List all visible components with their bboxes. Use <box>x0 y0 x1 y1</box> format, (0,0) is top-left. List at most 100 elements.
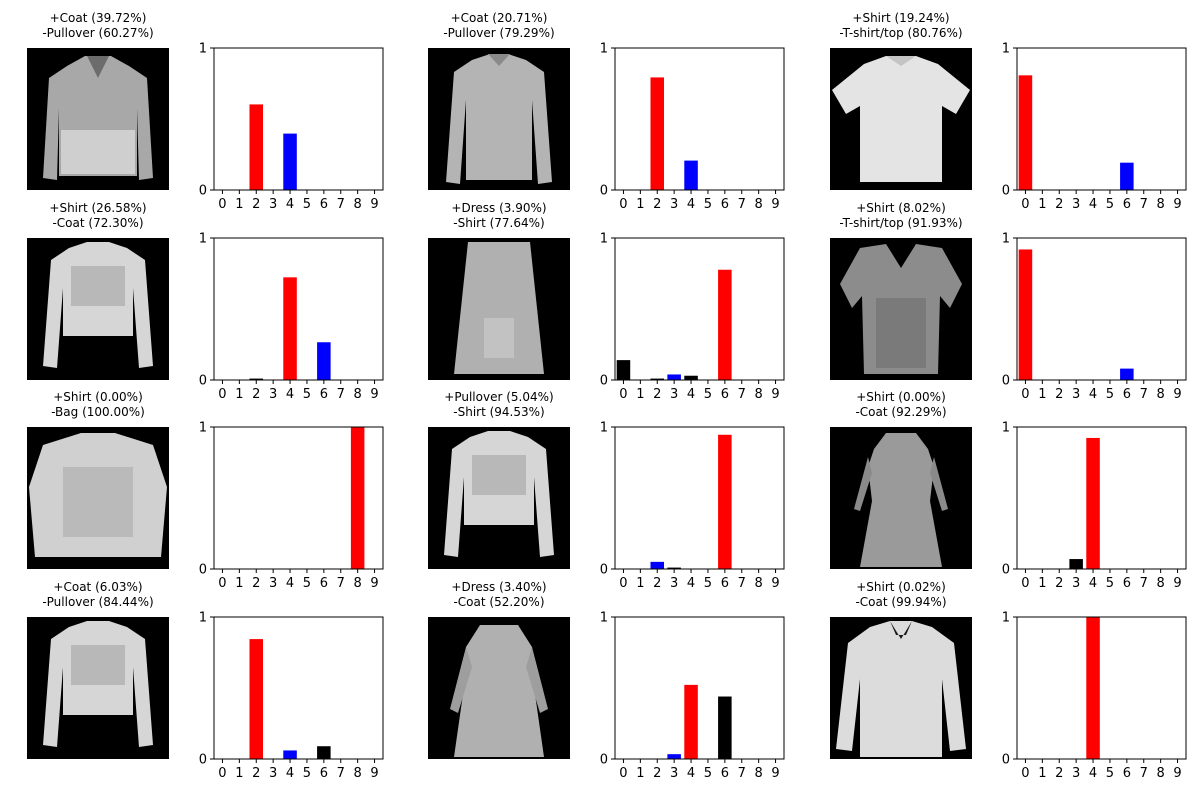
panel-6: +Shirt (0.00%) -Bag (100.00%) 0 1 0 1 2 3 4 5 6 7 8 9 <box>0 379 401 591</box>
x-tick-label: 6 <box>1123 576 1131 591</box>
x-tick-label: 8 <box>354 197 362 212</box>
panel-caption: +Shirt (0.02%) -Coat (99.94%) <box>800 580 1002 610</box>
x-tick-label: 1 <box>1038 387 1046 402</box>
x-tick-label: 0 <box>1021 387 1029 402</box>
x-tick-label: 3 <box>269 197 277 212</box>
y-tick-label: 0 <box>1002 373 1010 388</box>
x-tick-label: 8 <box>755 766 763 781</box>
x-tick-label: 2 <box>252 197 260 212</box>
bar-class-3 <box>667 373 681 380</box>
x-tick-label: 2 <box>1055 576 1063 591</box>
garment-image <box>428 616 570 759</box>
caption-line-true-label: +Shirt (0.00%) <box>856 390 946 404</box>
probability-bar-chart: 010 1 2 3 4 5 6 7 8 9 <box>600 610 785 781</box>
x-tick-label: 9 <box>370 387 378 402</box>
bar-class-6 <box>718 269 732 380</box>
x-tick-label: 2 <box>252 576 260 591</box>
x-tick-label: 0 <box>619 387 627 402</box>
x-tick-label: 9 <box>1173 387 1181 402</box>
axes-frame <box>614 426 785 570</box>
x-tick-label: 4 <box>687 576 695 591</box>
axes-frame <box>614 616 785 759</box>
x-tick-label: 3 <box>1072 387 1080 402</box>
x-tick-label: 7 <box>337 387 345 402</box>
x-tick-label: 5 <box>303 197 311 212</box>
x-tick-label: 5 <box>704 197 712 212</box>
y-tick-label: 1 <box>1002 610 1010 625</box>
x-tick-label: 8 <box>755 387 763 402</box>
garment-silhouette <box>450 624 548 757</box>
garment-silhouette <box>43 620 153 747</box>
garment-image <box>428 427 570 569</box>
caption-line-predicted-label: -Shirt (94.53%) <box>453 405 545 419</box>
caption-line-predicted-label: -Coat (52.20%) <box>453 594 545 609</box>
caption-line-predicted-label: -Pullover (79.29%) <box>443 26 555 40</box>
axes-frame <box>1016 426 1187 570</box>
x-tick-label: 9 <box>1173 766 1181 781</box>
bar-class-6 <box>718 696 732 759</box>
probability-bar-chart: 010 1 2 3 4 5 6 7 8 9 <box>199 421 384 591</box>
garment-shape <box>484 317 514 358</box>
y-tick-label: 1 <box>1002 421 1010 436</box>
x-tick-label: 3 <box>269 576 277 591</box>
garment-shape <box>886 56 916 66</box>
x-tick-label: 3 <box>1072 576 1080 591</box>
x-tick-label: 5 <box>1106 387 1114 402</box>
x-tick-label: 2 <box>1055 766 1063 781</box>
axes-frame <box>1016 237 1187 380</box>
x-tick-label: 6 <box>320 766 328 781</box>
x-tick-label: 5 <box>704 576 712 591</box>
panel-8: +Shirt (0.00%) -Coat (92.29%) 0 1 0 1 2 3 4 5 6 7 8 9 <box>803 379 1200 591</box>
garment-image <box>27 427 169 569</box>
caption-line-predicted-label: -Pullover (60.27%) <box>42 26 154 40</box>
bar-class-6 <box>718 434 732 569</box>
x-tick-label: 5 <box>1106 766 1114 781</box>
panel-caption: +Shirt (19.24%) -T-shirt/top (80.76%) <box>800 11 1002 41</box>
x-tick-label: 3 <box>1072 766 1080 781</box>
panel-11: +Shirt (0.02%) -Coat (99.94%) 0 1 0 1 2 3 4 5 6 7 8 9 <box>800 569 1200 781</box>
y-tick-label: 1 <box>199 42 207 57</box>
x-tick-label: 5 <box>303 766 311 781</box>
bar-class-4 <box>1086 437 1100 569</box>
x-tick-label: 7 <box>337 766 345 781</box>
x-tick-label: 2 <box>252 766 260 781</box>
garment-shape <box>446 54 552 184</box>
x-tick-label: 9 <box>370 576 378 591</box>
axes-frame <box>213 237 384 380</box>
panel-caption: +Shirt (8.02%) -T-shirt/top (91.93%) <box>800 201 1002 231</box>
bar-class-4 <box>283 749 297 759</box>
x-tick-label: 5 <box>1106 576 1114 591</box>
axes-frame <box>213 616 384 759</box>
y-tick-label: 0 <box>1002 563 1010 578</box>
garment-image <box>27 616 169 759</box>
x-tick-label: 7 <box>1140 387 1148 402</box>
x-tick-label: 8 <box>1157 766 1165 781</box>
bar-class-4 <box>283 133 297 190</box>
x-tick-label: 6 <box>320 387 328 402</box>
bar-class-0 <box>1018 248 1033 380</box>
garment-image <box>830 237 972 380</box>
axes-frame <box>1016 47 1187 191</box>
caption-line-true-label: +Shirt (8.02%) <box>856 200 946 215</box>
x-tick-label: 8 <box>1157 387 1165 402</box>
panel-7: +Pullover (5.04%) -Shirt (94.53%) 0 1 0 1 2 3 4 5… <box>401 379 802 591</box>
bar-class-2 <box>650 561 665 569</box>
x-tick-label: 4 <box>286 197 294 212</box>
garment-silhouette <box>832 56 970 182</box>
x-tick-label: 7 <box>738 576 746 591</box>
y-tick-label: 1 <box>199 421 207 436</box>
x-tick-label: 1 <box>235 197 243 212</box>
caption-line-true-label: +Shirt (26.58%) <box>49 200 147 215</box>
probability-bar-chart: 010 1 2 3 4 5 6 7 8 9 <box>600 42 785 212</box>
x-tick-label: 2 <box>653 387 661 402</box>
probability-bar-chart: 010 1 2 3 4 5 6 7 8 9 <box>1002 610 1187 781</box>
x-tick-label: 9 <box>771 766 779 781</box>
x-tick-label: 0 <box>619 576 627 591</box>
x-tick-label: 4 <box>687 387 695 402</box>
x-tick-label: 8 <box>755 576 763 591</box>
y-tick-label: 0 <box>199 563 207 578</box>
probability-bar-chart: 010 1 2 3 4 5 6 7 8 9 <box>199 42 384 212</box>
panel-3: +Shirt (26.58%) -Coat (72.30%) 0 1 0 1 2 3 4 5 6 7 8… <box>0 190 401 402</box>
panel-caption: +Dress (3.90%) -Shirt (77.64%) <box>398 201 600 231</box>
